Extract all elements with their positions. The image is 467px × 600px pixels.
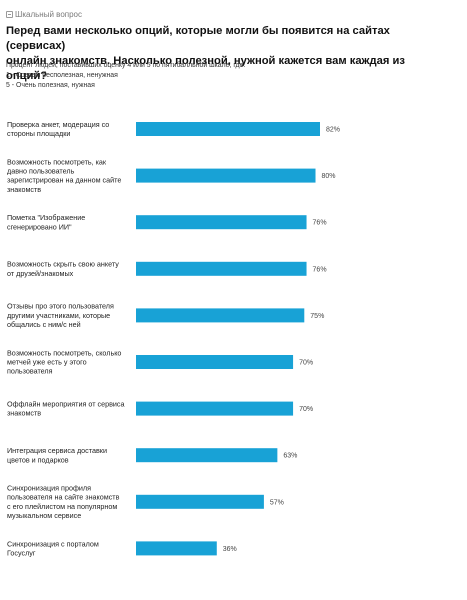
category-label: Интеграция сервиса доставки цветов и пода… [7,446,107,464]
category-label-line: Возможность посмотреть, сколько [7,348,121,357]
bar [136,168,316,183]
category-label-line: цветов и подарков [7,455,69,464]
bar-row: Пометка "Изображение сгенерировано ИИ" 76% [7,213,327,231]
subtitle-line: 5 - Очень полезная, нужная [6,82,95,89]
category-label-line: с его плейлистом на популярном [7,502,117,511]
category-label-line: сгенерировано ИИ" [7,222,72,231]
bar-row: Оффлайн мероприятия от сервиса знакомств 7… [7,400,313,418]
category-label-line: метчей уже есть у этого [7,358,87,367]
bar-row: Возможность скрыть свою анкету от друзей/… [7,260,327,278]
category-label-line: зарегистрирован на данном сайте [7,176,121,185]
chart-title-line: Перед вами несколько опций, которые могл… [6,25,390,52]
bar-row: Проверка анкет, модерация со стороны площ… [7,120,340,138]
category-label-line: давно пользователь [7,167,75,176]
category-label: Возможность посмотреть, как давно пользов… [7,157,121,194]
category-label-line: стороны площадки [7,129,70,138]
bar [136,541,217,556]
category-label-line: знакомств [7,409,41,418]
value-label: 76% [313,220,327,227]
category-label: Возможность посмотреть, сколько метчей уж… [7,348,121,375]
bar [136,355,294,369]
question-type-label: Шкальный вопрос [15,10,82,19]
category-label: Пометка "Изображение сгенерировано ИИ" [7,213,85,231]
category-label-line: знакомств [7,185,41,194]
category-label-line: музыкальном сервисе [7,511,81,520]
category-label: Отзывы про этого пользователя другими уча… [7,302,114,329]
category-label-line: от друзей/знакомых [7,269,74,278]
bar-row: Интеграция сервиса доставки цветов и пода… [7,446,297,464]
value-label: 75% [310,313,324,320]
category-label-line: общались с ним/с ней [7,320,81,329]
category-label-line: пользователя на сайте знакомств [7,493,120,502]
category-label: Проверка анкет, модерация со стороны площ… [7,120,109,138]
bar-row: Синхронизация профиля пользователя на сай… [7,484,284,521]
bar-row: Отзывы про этого пользователя другими уча… [7,302,324,329]
category-label-line: Возможность посмотреть, как [7,157,107,166]
category-label-line: Пометка "Изображение [7,213,85,222]
category-label: Оффлайн мероприятия от сервиса знакомств [7,400,125,418]
subtitle-line: 1 - Совсем бесполезная, ненужная [6,72,118,79]
bar [136,261,307,276]
question-type-icon [6,11,13,18]
value-label: 63% [283,453,297,460]
category-label-line: Возможность скрыть свою анкету [7,260,119,269]
chart-title: Перед вами несколько опций, которые могл… [6,24,406,84]
value-label: 82% [326,127,340,134]
bar [136,494,264,509]
value-label: 57% [270,499,284,506]
chart-subtitle: Процент людей, поставивших оценку 4 или … [6,61,426,91]
category-label: Синхронизация с порталом Госуслуг [7,539,99,557]
category-label: Синхронизация профиля пользователя на сай… [7,484,120,521]
bar-row: Возможность посмотреть, сколько метчей уж… [7,348,313,375]
bar [136,122,320,136]
question-type: Шкальный вопрос [6,10,82,19]
bar-row: Возможность посмотреть, как давно пользов… [7,157,336,194]
category-label-line: пользователя [7,367,53,376]
bar [136,401,294,416]
category-label-line: Госуслуг [7,549,36,558]
subtitle-line: Процент людей, поставивших оценку 4 или … [6,62,246,69]
value-label: 70% [299,406,313,413]
category-label-line: Интеграция сервиса доставки [7,446,107,455]
category-label-line: Синхронизация профиля [7,484,91,493]
bar-row: Синхронизация с порталом Госуслуг 36% [7,539,237,557]
category-label-line: другими участниками, которые [7,311,110,320]
category-label-line: Оффлайн мероприятия от сервиса [7,400,125,409]
value-label: 80% [322,173,336,180]
bar [136,308,305,323]
value-label: 70% [299,360,313,367]
category-label-line: Отзывы про этого пользователя [7,302,114,311]
chart-title-line: онлайн знакомств. Насколько полезной, ну… [6,55,405,82]
value-label: 76% [313,266,327,273]
bar [136,448,278,463]
category-label: Возможность скрыть свою анкету от друзей/… [7,260,119,278]
bar [136,215,307,230]
category-label-line: Синхронизация с порталом [7,539,99,548]
value-label: 36% [223,546,237,553]
category-label-line: Проверка анкет, модерация со [7,120,109,129]
